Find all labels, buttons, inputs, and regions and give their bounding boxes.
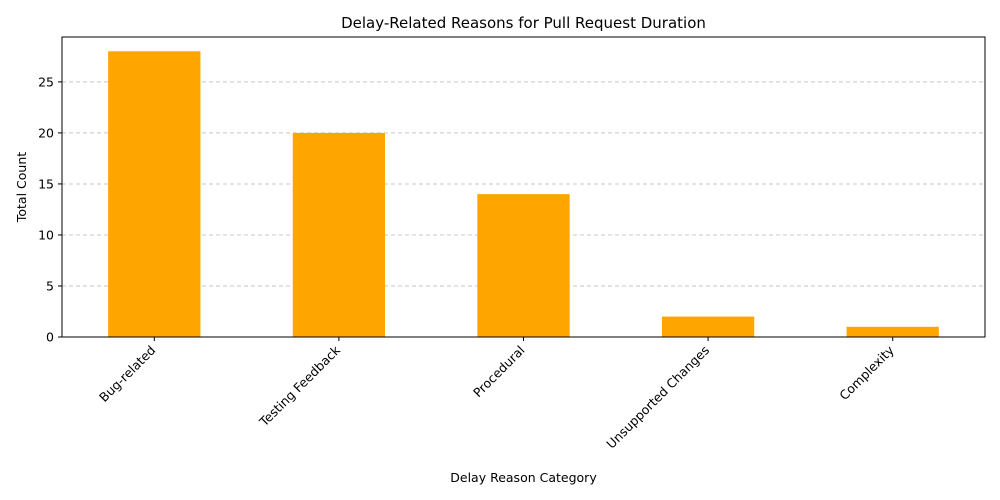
y-tick-label: 5 bbox=[46, 278, 54, 293]
bar-unsupported-changes bbox=[661, 316, 755, 337]
y-axis-ticks: 0 5 10 15 20 25 bbox=[38, 74, 62, 345]
bar-complexity bbox=[846, 326, 939, 337]
chart-title: Delay-Related Reasons for Pull Request D… bbox=[341, 14, 706, 32]
bar-testing-feedback bbox=[292, 132, 386, 337]
bar-procedural bbox=[477, 194, 570, 337]
y-axis-label: Total Count bbox=[14, 152, 29, 223]
y-tick-label: 10 bbox=[38, 227, 54, 242]
bars bbox=[108, 51, 939, 338]
y-tick-label: 15 bbox=[38, 176, 54, 191]
y-tick-label: 25 bbox=[38, 74, 54, 89]
y-tick-label: 20 bbox=[38, 125, 54, 140]
x-axis-label: Delay Reason Category bbox=[450, 470, 597, 485]
bar-bug-related bbox=[108, 51, 201, 338]
y-tick-label: 0 bbox=[46, 330, 54, 345]
